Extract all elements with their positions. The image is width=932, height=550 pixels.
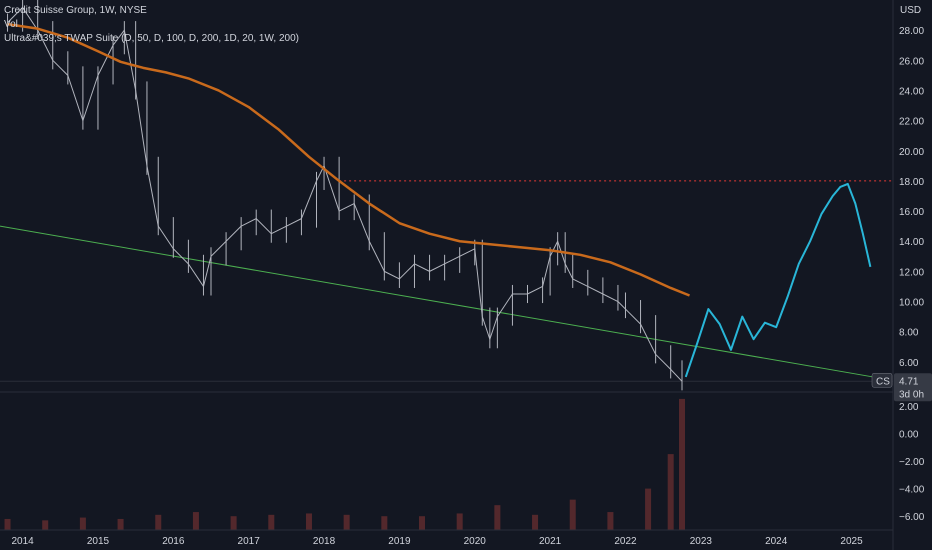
y-tick-label: 18.00 (899, 177, 924, 188)
y-tick-label: 12.00 (899, 267, 924, 278)
volume-bar (343, 514, 350, 530)
x-tick-label: 2015 (87, 536, 110, 547)
volume-bar (117, 518, 124, 530)
volume-bar (155, 514, 162, 530)
price-badge-value: 4.71 (899, 376, 919, 387)
support-trendline (0, 225, 882, 379)
volume-bar (381, 516, 388, 530)
volume-bar (678, 398, 685, 530)
symbol-badge (871, 373, 893, 388)
price-path (7, 7, 683, 382)
vol-tick-label: −6.00 (899, 512, 925, 523)
symbol-line: Credit Suisse Group, 1W, NYSE (4, 5, 147, 16)
volume-bar (532, 514, 539, 530)
volume-bar (645, 488, 652, 530)
y-tick-label: 28.00 (899, 26, 924, 37)
volume-bar (494, 505, 501, 530)
vol-tick-label: −2.00 (899, 457, 925, 468)
indicator-line: Ultra&#039;s TWAP Suite (D, 50, D, 100, … (4, 33, 299, 44)
x-tick-label: 2023 (690, 536, 713, 547)
x-tick-label: 2014 (11, 536, 34, 547)
volume-bar (230, 516, 237, 530)
price-badge (894, 373, 932, 402)
x-tick-label: 2024 (765, 536, 788, 547)
y-tick-label: 24.00 (899, 86, 924, 97)
volume-bar (268, 514, 275, 530)
price-badge-countdown: 3d 0h (899, 389, 924, 400)
vol-label: Vol (4, 19, 18, 30)
y-tick-label: 26.00 (899, 56, 924, 67)
volume-bar (305, 513, 312, 530)
x-tick-label: 2020 (464, 536, 487, 547)
volume-bar (667, 454, 674, 530)
symbol-badge-text: CS (876, 376, 890, 387)
y-tick-label: 16.00 (899, 207, 924, 218)
vol-tick-label: 0.00 (899, 429, 919, 440)
x-tick-label: 2019 (388, 536, 411, 547)
y-tick-label: 8.00 (899, 328, 919, 339)
volume-bar (569, 499, 576, 530)
x-tick-label: 2018 (313, 536, 336, 547)
projection-path (684, 182, 872, 378)
volume-bar (79, 517, 86, 530)
twap-200w-line (7, 22, 690, 297)
chart-legend: Credit Suisse Group, 1W, NYSE Vol Ultra&… (4, 4, 299, 46)
x-tick-label: 2021 (539, 536, 562, 547)
volume-bar (42, 520, 49, 530)
volume-bar (607, 512, 614, 530)
y-tick-label: 6.00 (899, 358, 919, 369)
y-tick-label: 10.00 (899, 298, 924, 309)
vol-tick-label: −4.00 (899, 485, 925, 496)
volume-bar (456, 513, 463, 530)
x-tick-label: 2016 (162, 536, 185, 547)
y-tick-label: 22.00 (899, 117, 924, 128)
vol-tick-label: 2.00 (899, 402, 919, 413)
price-axis-panel (893, 0, 932, 550)
x-tick-label: 2022 (614, 536, 637, 547)
y-tick-label: 14.00 (899, 237, 924, 248)
x-tick-label: 2025 (840, 536, 863, 547)
volume-bar (192, 512, 199, 530)
y-axis-unit: USD (900, 5, 921, 16)
x-tick-label: 2017 (238, 536, 261, 547)
y-tick-label: 20.00 (899, 147, 924, 158)
volume-bar (419, 516, 426, 530)
volume-bar (4, 518, 11, 530)
